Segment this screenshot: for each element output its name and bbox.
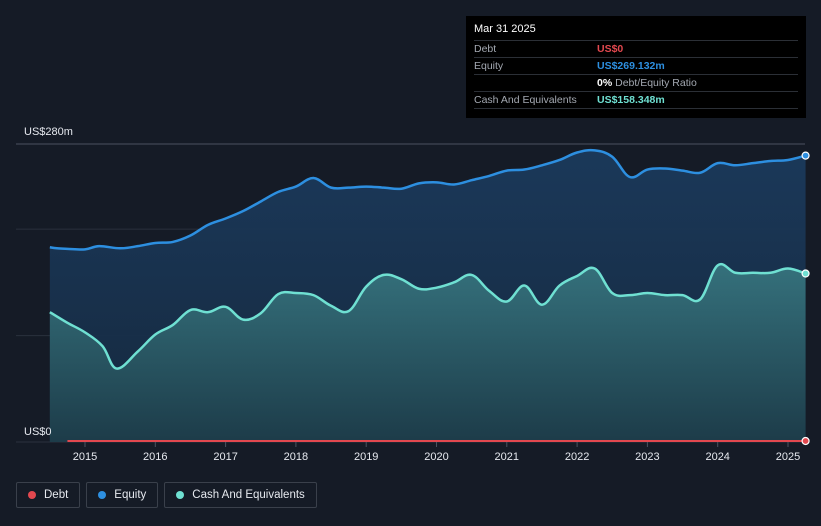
tooltip-ratio-value: 0% Debt/Equity Ratio — [597, 75, 697, 91]
tooltip-cash-value: US$158.348m — [597, 94, 665, 106]
equity-line — [49, 148, 806, 251]
x-tick-label: 2024 — [705, 451, 729, 463]
tooltip-row-cash: Cash And Equivalents US$158.348m — [474, 91, 798, 109]
tooltip-equity-label: Equity — [474, 60, 504, 72]
legend-cash-label: Cash And Equivalents — [192, 489, 305, 501]
x-tick-label: 2025 — [776, 451, 800, 463]
x-tick-label: 2022 — [565, 451, 589, 463]
cash-line — [49, 262, 806, 370]
cash-end-marker[interactable] — [801, 269, 810, 278]
cash-area — [49, 264, 806, 442]
x-tick-label: 2018 — [284, 451, 308, 463]
tooltip-cash-label: Cash And Equivalents — [474, 94, 577, 106]
tooltip-ratio-percent: 0% — [597, 77, 613, 89]
debt-end-marker[interactable] — [801, 436, 810, 446]
x-tick-label: 2023 — [635, 451, 659, 463]
tooltip-debt-value: US$0 — [597, 43, 624, 55]
equity-dot-icon — [98, 491, 107, 499]
x-tick-label: 2016 — [143, 451, 167, 463]
tooltip-row-ratio: 0% Debt/Equity Ratio — [474, 74, 798, 91]
debt-dot-icon — [28, 491, 36, 499]
legend-debt-label: Debt — [44, 489, 69, 501]
legend: Debt Equity Cash And Equivalents — [16, 482, 317, 508]
cash-dot-icon — [176, 491, 185, 499]
x-tick-label: 2019 — [354, 451, 378, 463]
tooltip: Mar 31 2025 Debt US$0 Equity US$269.132m… — [466, 16, 806, 118]
legend-item-cash[interactable]: Cash And Equivalents — [164, 482, 317, 508]
x-tick-label: 2015 — [73, 451, 97, 463]
x-axis-ticks: 2015 2016 2017 2018 2019 2020 2021 2022 2023 2024… — [73, 442, 800, 463]
equity-end-marker[interactable] — [801, 151, 810, 160]
tooltip-debt-label: Debt — [474, 43, 497, 55]
legend-item-debt[interactable]: Debt — [16, 482, 81, 508]
tooltip-equity-value: US$269.132m — [597, 60, 665, 72]
tooltip-row-equity: Equity US$269.132m — [474, 57, 798, 74]
tooltip-row-debt: Debt US$0 — [474, 40, 798, 57]
legend-equity-label: Equity — [114, 489, 147, 501]
y-axis-bottom-label: US$0 — [24, 426, 52, 438]
x-tick-label: 2017 — [213, 451, 237, 463]
x-tick-label: 2021 — [495, 451, 519, 463]
legend-item-equity[interactable]: Equity — [86, 482, 159, 508]
y-axis-top-label: US$280m — [24, 126, 73, 138]
tooltip-ratio-suffix: Debt/Equity Ratio — [615, 77, 697, 89]
x-tick-label: 2020 — [424, 451, 448, 463]
tooltip-date: Mar 31 2025 — [474, 23, 536, 35]
